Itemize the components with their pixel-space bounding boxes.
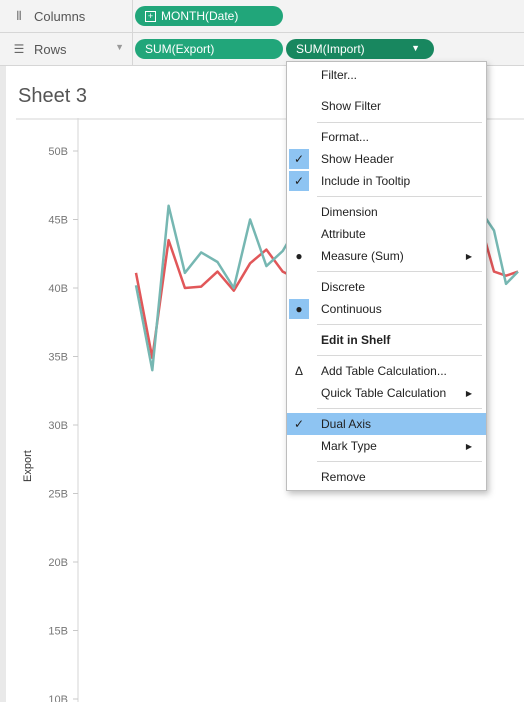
menu-item-continuous[interactable]: ● Continuous [287,298,486,320]
menu-item-label: Quick Table Calculation [321,386,447,400]
menu-item-label: Continuous [321,302,382,316]
submenu-arrow-icon: ▶ [465,441,472,451]
menu-separator [317,324,482,325]
menu-item-label: Discrete [321,280,366,294]
menu-item-show-filter[interactable]: Show Filter [287,95,486,117]
delta-icon: Δ [294,364,303,378]
menu-separator [317,271,482,272]
menu-item-attribute[interactable]: Attribute [287,223,486,245]
menu-separator [317,122,482,123]
menu-item-label: Show Filter [321,99,382,113]
radio-dot-icon: ● [295,249,303,263]
expand-icon[interactable]: + [145,10,156,22]
menu-separator [317,196,482,197]
menu-item-format[interactable]: Format... [287,126,486,148]
menu-item-dimension[interactable]: Dimension [287,201,486,223]
y-tick-label: 35B [48,352,68,364]
menu-item-measure-sum[interactable]: ● Measure (Sum) ▶ [287,245,486,267]
sum-import-pill-label: SUM(Import) [296,42,365,56]
rows-icon: ☰ [13,42,25,56]
checkmark-icon: ✓ [289,171,309,191]
columns-icon: ⦀ [16,8,22,23]
rows-shelf: ☰ Rows ▼ SUM(Export) SUM(Import) ▼ [0,33,524,66]
chevron-down-icon[interactable]: ▼ [115,42,124,52]
menu-item-label: Dual Axis [321,417,372,431]
menu-item-label: Filter... [321,68,358,82]
y-axis-title: Export [22,450,34,482]
menu-item-dual-axis[interactable]: ✓ Dual Axis [287,413,486,435]
y-tick-label: 45B [48,215,68,227]
sheet-title: Sheet 3 [18,85,87,107]
y-tick-label: 15B [48,626,68,638]
checkmark-icon: ✓ [289,149,309,169]
menu-item-label: Mark Type [321,439,377,453]
y-tick-label: 20B [48,557,68,569]
y-tick-label: 10B [48,694,68,702]
month-date-pill[interactable]: + MONTH(Date) [135,6,283,26]
rows-shelf-label: ☰ Rows ▼ [0,33,133,65]
submenu-arrow-icon: ▶ [465,388,472,398]
menu-item-show-header[interactable]: ✓ Show Header [287,148,486,170]
menu-item-label: Edit in Shelf [321,333,391,347]
columns-shelf: ⦀ Columns + MONTH(Date) [0,0,524,33]
menu-item-include-in-tooltip[interactable]: ✓ Include in Tooltip [287,170,486,192]
menu-item-label: Format... [321,130,370,144]
menu-item-add-table-calculation[interactable]: Δ Add Table Calculation... [287,360,486,382]
y-tick-label: 50B [48,146,68,158]
menu-item-discrete[interactable]: Discrete [287,276,486,298]
sum-export-pill-label: SUM(Export) [145,42,215,56]
menu-item-label: Add Table Calculation... [321,364,447,378]
menu-item-mark-type[interactable]: Mark Type ▶ [287,435,486,457]
checkmark-icon: ✓ [293,417,305,431]
sum-export-pill[interactable]: SUM(Export) [135,39,283,59]
menu-item-filter[interactable]: Filter... [287,64,486,86]
y-tick-label: 30B [48,420,68,432]
menu-item-label: Remove [321,470,366,484]
month-date-pill-label: MONTH(Date) [161,9,239,23]
rows-label-text: Rows [34,41,67,57]
menu-separator [317,408,482,409]
sum-import-pill[interactable]: SUM(Import) ▼ [286,39,434,59]
menu-item-label: Measure (Sum) [321,249,404,263]
menu-separator [317,355,482,356]
menu-separator [317,461,482,462]
pill-context-menu: Filter... Show Filter Format... ✓ Show H… [286,61,487,491]
submenu-arrow-icon: ▶ [465,251,472,261]
menu-item-quick-table-calculation[interactable]: Quick Table Calculation ▶ [287,382,486,404]
menu-item-label: Show Header [321,152,394,166]
menu-item-label: Attribute [321,227,366,241]
menu-item-label: Include in Tooltip [321,174,411,188]
chevron-down-icon[interactable]: ▼ [411,43,420,53]
y-tick-label: 25B [48,489,68,501]
columns-label-text: Columns [34,8,86,24]
y-tick-label: 40B [48,283,68,295]
menu-item-edit-in-shelf[interactable]: Edit in Shelf [287,329,486,351]
columns-shelf-label: ⦀ Columns [0,0,133,32]
radio-dot-icon: ● [289,299,309,319]
menu-item-label: Dimension [321,205,378,219]
menu-item-remove[interactable]: Remove [287,466,486,488]
